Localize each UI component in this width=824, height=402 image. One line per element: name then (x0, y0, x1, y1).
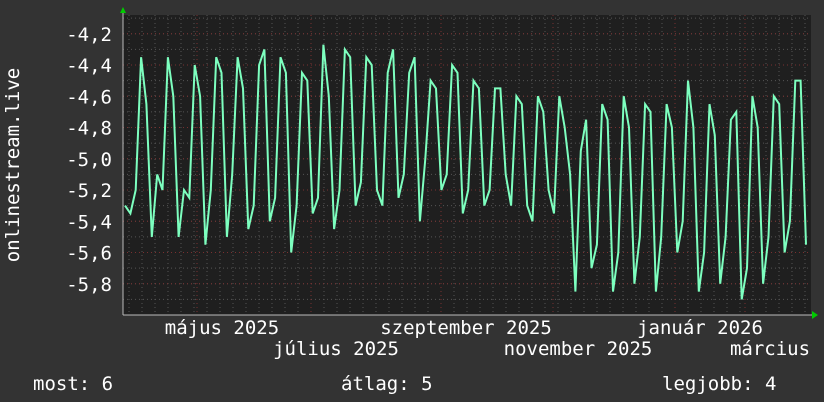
y-tick-label: -4,8 (66, 118, 112, 140)
y-tick-label: -5,2 (66, 180, 112, 202)
legend-average: átlag: 5 (341, 373, 433, 395)
y-tick-label: -4,2 (66, 24, 112, 46)
x-tick-label: március (730, 338, 810, 360)
grid (122, 11, 813, 316)
y-tick-label: -4,4 (66, 55, 112, 77)
y-axis-arrow-icon (120, 7, 126, 13)
y-tick-label: -4,6 (66, 86, 112, 108)
x-tick-label: május 2025 (165, 317, 279, 339)
y-axis: -4,2 -4,4 -4,6 -4,8 -5,0 -5,2 -5,4 -5,6 -5,8 (66, 24, 112, 296)
x-tick-label: november 2025 (504, 338, 653, 360)
y-tick-label: -5,4 (66, 211, 112, 233)
y-tick-label: -5,8 (66, 274, 112, 296)
x-tick-label: július 2025 (273, 338, 399, 360)
y-tick-label: -5,6 (66, 243, 112, 265)
y-tick-label: -5,0 (66, 149, 112, 171)
x-tick-label: szeptember 2025 (380, 317, 552, 339)
legend-current: most: 6 (33, 373, 114, 395)
y-axis-label: onlinestream.live (2, 68, 24, 262)
legend-best: legjobb: 4 (662, 373, 777, 395)
x-tick-label: január 2026 (637, 317, 763, 339)
x-axis-arrow-icon (812, 311, 818, 319)
series-line (124, 44, 807, 300)
